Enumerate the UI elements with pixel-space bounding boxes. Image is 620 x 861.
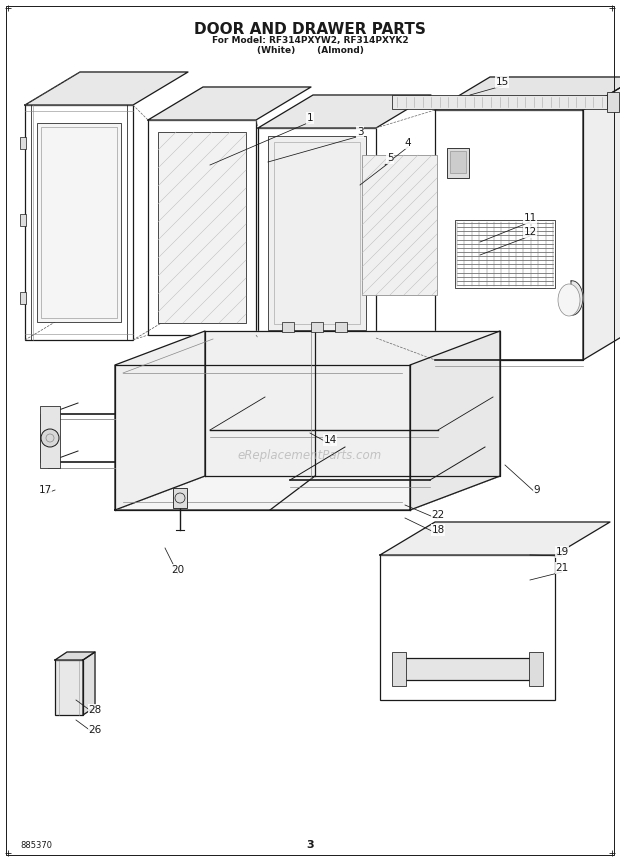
Bar — [20, 214, 26, 226]
Text: eReplacementParts.com: eReplacementParts.com — [238, 449, 382, 461]
Text: 21: 21 — [556, 563, 569, 573]
Bar — [450, 151, 466, 173]
Text: For Model: RF314PXYW2, RF314PXYK2: For Model: RF314PXYW2, RF314PXYK2 — [211, 36, 409, 45]
Text: 885370: 885370 — [20, 840, 52, 850]
Text: 3: 3 — [306, 840, 314, 850]
Polygon shape — [435, 77, 620, 110]
Bar — [529, 652, 543, 686]
Bar — [311, 322, 323, 332]
Text: 28: 28 — [89, 705, 102, 715]
Bar — [55, 660, 83, 715]
Polygon shape — [410, 331, 500, 510]
Bar — [173, 488, 187, 508]
Polygon shape — [205, 331, 500, 476]
Text: 1: 1 — [307, 113, 313, 123]
Bar — [274, 142, 360, 324]
Bar — [158, 132, 246, 323]
Bar — [380, 555, 555, 700]
Bar — [40, 406, 60, 468]
Bar — [435, 110, 583, 360]
Circle shape — [41, 429, 59, 447]
Bar — [455, 220, 555, 288]
Bar — [282, 322, 294, 332]
Text: (White)       (Almond): (White) (Almond) — [257, 46, 363, 55]
Bar — [392, 652, 406, 686]
Text: 22: 22 — [432, 510, 445, 520]
Polygon shape — [380, 522, 610, 555]
Polygon shape — [83, 652, 95, 715]
Text: 11: 11 — [523, 213, 537, 223]
Text: 18: 18 — [432, 525, 445, 535]
Text: 5: 5 — [387, 153, 393, 163]
Polygon shape — [583, 77, 620, 360]
Text: 26: 26 — [89, 725, 102, 735]
Bar — [20, 292, 26, 304]
Bar — [37, 123, 121, 322]
Bar — [41, 127, 117, 318]
Polygon shape — [258, 95, 431, 128]
Bar — [148, 120, 256, 335]
Polygon shape — [562, 281, 583, 315]
Text: 12: 12 — [523, 227, 537, 237]
Ellipse shape — [558, 284, 580, 316]
Bar — [392, 95, 607, 109]
Bar — [362, 155, 437, 295]
Polygon shape — [55, 652, 95, 660]
Text: 14: 14 — [324, 435, 337, 445]
Bar — [25, 105, 133, 340]
Text: DOOR AND DRAWER PARTS: DOOR AND DRAWER PARTS — [194, 22, 426, 37]
Text: 19: 19 — [556, 547, 569, 557]
Text: 20: 20 — [172, 565, 185, 575]
Polygon shape — [148, 87, 311, 120]
Text: 17: 17 — [38, 485, 51, 495]
Bar — [335, 322, 347, 332]
Text: 4: 4 — [405, 138, 411, 148]
Bar — [268, 136, 366, 330]
Text: 15: 15 — [495, 77, 508, 87]
Text: 3: 3 — [356, 127, 363, 137]
Polygon shape — [25, 72, 188, 105]
Bar — [607, 92, 619, 112]
Bar — [258, 128, 376, 338]
Polygon shape — [115, 331, 205, 510]
Polygon shape — [115, 476, 500, 510]
Bar — [20, 137, 26, 149]
Bar — [447, 148, 469, 178]
Bar — [402, 658, 533, 680]
Text: 9: 9 — [534, 485, 540, 495]
